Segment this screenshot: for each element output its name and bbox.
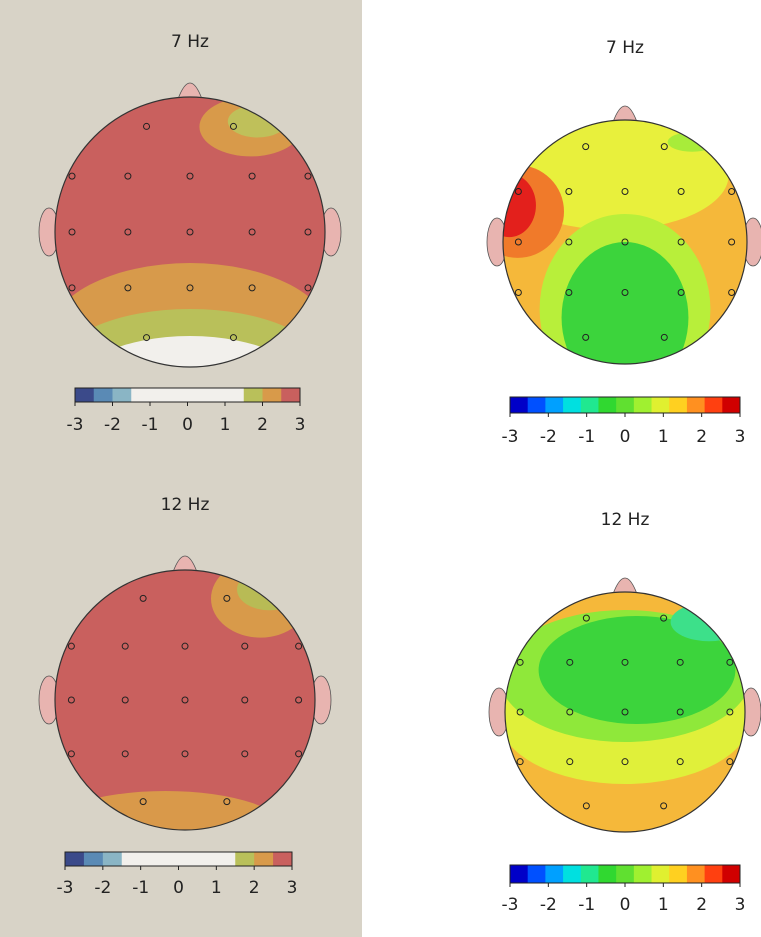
colorbar-tick-label: 1 [658, 427, 669, 447]
colorbar-segment [235, 852, 254, 866]
colorbar-tick-label: -3 [502, 427, 519, 447]
colorbar-segment [545, 397, 563, 413]
colorbar-tick-label: -3 [502, 895, 519, 915]
colorbar-segment [84, 852, 103, 866]
head-map [499, 592, 751, 832]
colorbar-tick-label: -1 [132, 878, 149, 898]
colorbar-segment [206, 388, 225, 402]
colorbar-segment [103, 852, 122, 866]
colorbar-segment [687, 397, 705, 413]
colorbar-segment [216, 852, 235, 866]
colorbar-tick-label: 2 [696, 895, 707, 915]
panel-title: 12 Hz [161, 495, 210, 515]
panel-title: 12 Hz [601, 510, 650, 530]
topomap: 12 Hz -3 -2 -1 0 1 2 3 [489, 510, 761, 915]
colorbar-segment [254, 852, 273, 866]
colorbar-segment [652, 865, 670, 883]
colorbar-segment [510, 865, 528, 883]
colorbar-tick-label: 1 [211, 878, 222, 898]
colorbar-segment [616, 397, 634, 413]
colorbar-tick-label: 2 [696, 427, 707, 447]
colorbar-segment [545, 865, 563, 883]
colorbar-tick-label: 3 [735, 427, 746, 447]
colorbar-segment [197, 852, 216, 866]
colorbar-segment [528, 397, 546, 413]
colorbar-segment [705, 397, 723, 413]
colorbar-segment [634, 865, 652, 883]
colorbar-tick-label: -2 [94, 878, 111, 898]
colorbar-segment [75, 388, 94, 402]
colorbar-segment [705, 865, 723, 883]
colorbar-segment [581, 397, 599, 413]
colorbar-segment [179, 852, 198, 866]
colorbar-tick-label: 3 [735, 895, 746, 915]
colorbar-segment [160, 852, 179, 866]
colorbar-segment [263, 388, 282, 402]
colorbar-segment [581, 865, 599, 883]
colorbar-segment [273, 852, 292, 866]
colorbar-tick-label: -1 [578, 427, 595, 447]
colorbar-tick-label: -2 [540, 427, 557, 447]
colorbar-segment [122, 852, 141, 866]
colorbar-segment [722, 865, 740, 883]
colorbar-segment [669, 865, 687, 883]
colorbar-segment [169, 388, 188, 402]
colorbar-segment [113, 388, 132, 402]
colorbar-segment [510, 397, 528, 413]
colorbar-tick-label: -3 [57, 878, 74, 898]
head-map [471, 120, 747, 404]
colorbar-segment [225, 388, 244, 402]
colorbar-segment [669, 397, 687, 413]
colorbar-segment [722, 397, 740, 413]
colorbar-tick-label: -1 [578, 895, 595, 915]
colorbar-segment [652, 397, 670, 413]
colorbar-tick-label: 2 [257, 415, 268, 435]
figure: 7 Hz -3 -2 -1 0 1 2 3 12 Hz -3 -2 -1 0 1 2 3 7 Hz -3 -2 -1 0… [0, 0, 761, 937]
colorbar-tick-label: 0 [620, 427, 631, 447]
colorbar-segment [563, 397, 581, 413]
map-region [668, 132, 717, 152]
colorbar-tick-label: 2 [249, 878, 260, 898]
colorbar-segment [94, 388, 113, 402]
topomap: 7 Hz -3 -2 -1 0 1 2 3 [471, 38, 761, 447]
colorbar-segment [281, 388, 300, 402]
colorbar-tick-label: 0 [173, 878, 184, 898]
colorbar-segment [188, 388, 207, 402]
colorbar-segment [616, 865, 634, 883]
panel-title: 7 Hz [606, 38, 644, 58]
colorbar-tick-label: 1 [220, 415, 231, 435]
colorbar-segment [131, 388, 150, 402]
colorbar-tick-label: 3 [287, 878, 298, 898]
colorbar-tick-label: -3 [67, 415, 84, 435]
colorbar-segment [528, 865, 546, 883]
map-region [562, 242, 689, 393]
colorbar-segment [687, 865, 705, 883]
panel-title: 7 Hz [171, 32, 209, 52]
colorbar-tick-label: -1 [142, 415, 159, 435]
map-region [671, 603, 748, 641]
colorbar-tick-label: 3 [295, 415, 306, 435]
colorbar-tick-label: -2 [104, 415, 121, 435]
colorbar-segment [65, 852, 84, 866]
colorbar-segment [598, 397, 616, 413]
colorbar-segment [634, 397, 652, 413]
colorbar-segment [141, 852, 160, 866]
colorbar-tick-label: 0 [182, 415, 193, 435]
colorbar-tick-label: 1 [658, 895, 669, 915]
colorbar-tick-label: 0 [620, 895, 631, 915]
colorbar-tick-label: -2 [540, 895, 557, 915]
colorbar-segment [150, 388, 169, 402]
colorbar-segment [244, 388, 263, 402]
colorbar-segment [563, 865, 581, 883]
colorbar-segment [598, 865, 616, 883]
